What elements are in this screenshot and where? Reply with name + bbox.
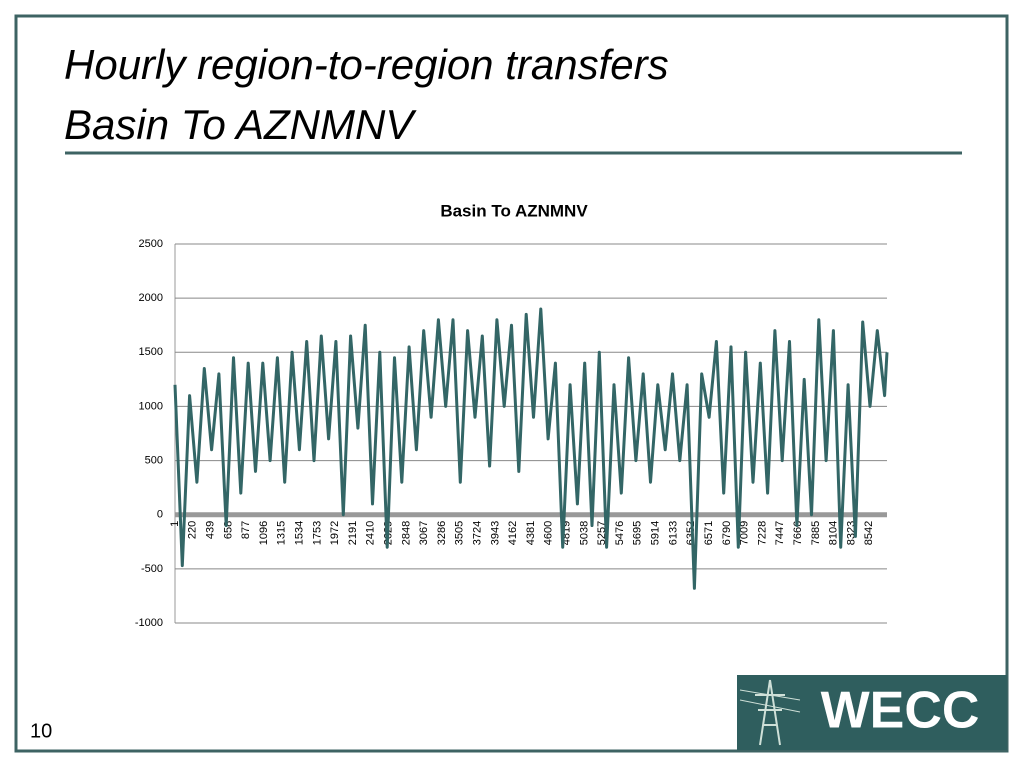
logo-box xyxy=(737,675,1007,750)
x-tick-label: 7447 xyxy=(774,521,786,545)
y-tick-label: 2500 xyxy=(139,238,163,250)
x-tick-label: 1534 xyxy=(294,521,306,545)
x-tick-label: 877 xyxy=(240,521,252,539)
x-tick-label: 2848 xyxy=(400,521,412,545)
x-tick-label: 3724 xyxy=(472,521,484,545)
x-tick-label: 1753 xyxy=(311,521,323,545)
x-tick-label: 6790 xyxy=(721,521,733,545)
x-tick-label: 8104 xyxy=(828,521,840,545)
y-tick-label: 0 xyxy=(157,509,163,521)
x-tick-label: 7009 xyxy=(739,521,751,545)
x-tick-label: 5695 xyxy=(632,521,644,545)
page-number: 10 xyxy=(30,720,52,742)
x-tick-label: 1 xyxy=(169,521,181,527)
x-tick-label: 4162 xyxy=(507,521,519,545)
y-tick-label: -500 xyxy=(141,563,163,575)
x-tick-label: 7666 xyxy=(792,521,804,545)
chart-title: Basin To AZNMNV xyxy=(440,201,588,220)
slide-title: Hourly region-to-region transfers xyxy=(64,41,669,88)
x-tick-label: 3067 xyxy=(418,521,430,545)
x-tick-label: 658 xyxy=(222,521,234,539)
x-tick-label: 4600 xyxy=(543,521,555,545)
y-tick-label: 500 xyxy=(145,454,163,466)
x-tick-label: 3943 xyxy=(489,521,501,545)
x-tick-label: 6571 xyxy=(703,521,715,545)
x-tick-label: 3286 xyxy=(436,521,448,545)
x-tick-label: 220 xyxy=(187,521,199,539)
logo-tower xyxy=(739,679,801,746)
x-tick-label: 8542 xyxy=(863,521,875,545)
data-line xyxy=(173,307,889,590)
y-tick-label: 1000 xyxy=(139,400,163,412)
x-tick-label: 439 xyxy=(205,521,217,539)
x-tick-label: 1315 xyxy=(276,521,288,545)
x-tick-label: 7885 xyxy=(810,521,822,545)
x-tick-label: 4381 xyxy=(525,521,537,545)
x-tick-label: 6133 xyxy=(667,521,679,545)
plot-area: -1000 -500 0 500 1000 1500 2000 2500 1 220 439 658 8… xyxy=(135,238,889,629)
slide-border xyxy=(14,14,1009,753)
logo-text: WECC xyxy=(821,682,980,740)
x-tick-label: 5914 xyxy=(650,521,662,545)
x-tick-label: 3505 xyxy=(454,521,466,545)
x-tick-label: 2410 xyxy=(365,521,377,545)
y-tick-label: 2000 xyxy=(139,292,163,304)
slide-title: Basin To AZNMNV xyxy=(64,101,417,148)
x-tick-label: 5038 xyxy=(578,521,590,545)
x-tick-label: 1972 xyxy=(329,521,341,545)
x-tick-label: 7228 xyxy=(756,521,768,545)
x-tick-label: 2191 xyxy=(347,521,359,545)
x-tick-label: 5476 xyxy=(614,521,626,545)
y-tick-label: -1000 xyxy=(135,617,163,629)
y-tick-label: 1500 xyxy=(139,346,163,358)
x-tick-label: 1096 xyxy=(258,521,270,545)
